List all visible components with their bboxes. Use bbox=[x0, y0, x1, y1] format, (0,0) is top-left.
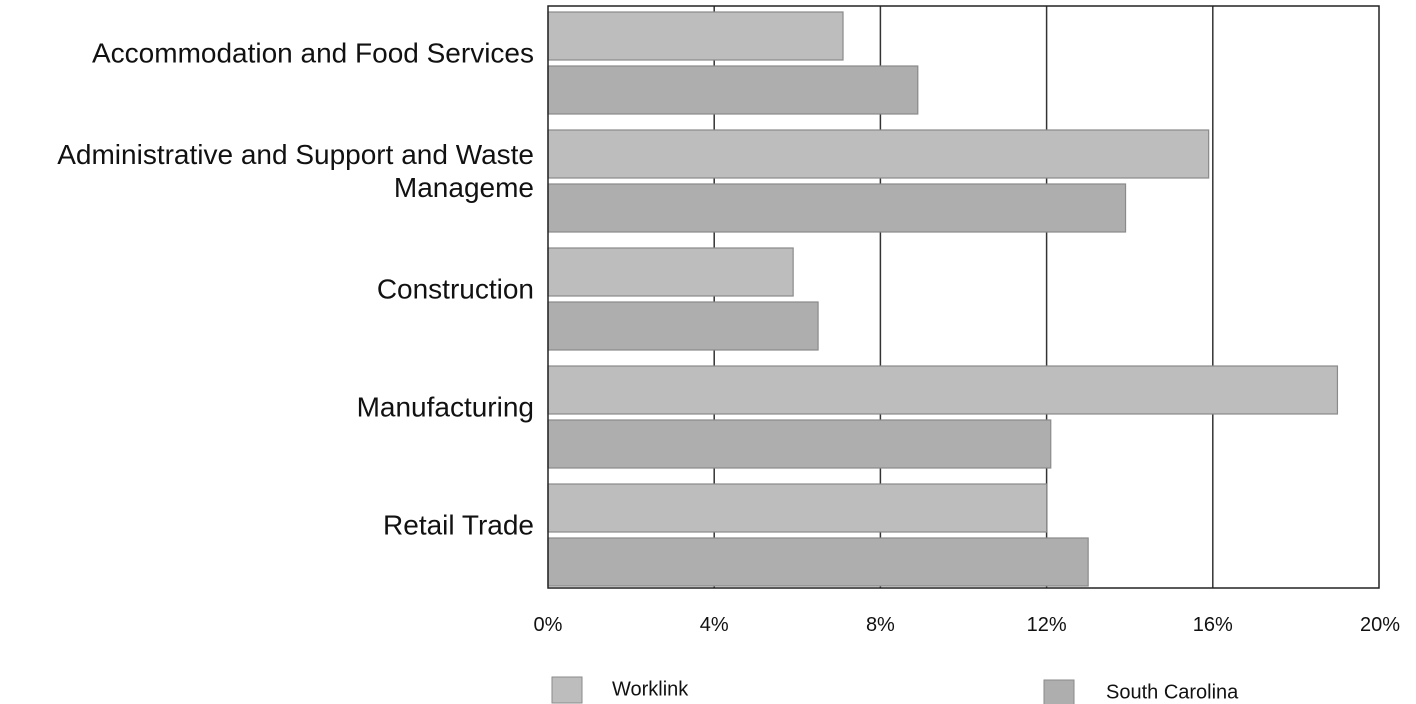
bar-worklink-4 bbox=[547, 483, 1048, 533]
bar-south-carolina-0 bbox=[547, 65, 919, 115]
x-tick-label-5: 20% bbox=[1360, 614, 1400, 636]
category-label-1-line-0: Administrative and Support and Waste bbox=[57, 139, 534, 170]
bar-worklink-0 bbox=[547, 11, 844, 61]
x-tick-label-1: 4% bbox=[700, 614, 729, 636]
plot-border bbox=[547, 5, 1380, 589]
category-label-3: Manufacturing bbox=[357, 391, 534, 422]
legend-swatch-south-carolina bbox=[1043, 679, 1075, 704]
bar-south-carolina-1 bbox=[547, 183, 1127, 233]
x-tick-label-2: 8% bbox=[866, 614, 895, 636]
category-label-1-line-1: Manageme bbox=[394, 172, 534, 203]
category-label-2: Construction bbox=[377, 273, 534, 304]
legend-label-worklink: Worklink bbox=[612, 678, 689, 700]
legend: Worklink South Carolina bbox=[551, 676, 1239, 704]
bar-south-carolina-4 bbox=[547, 537, 1089, 587]
bar-worklink-1 bbox=[547, 129, 1210, 179]
category-labels: Accommodation and Food Services Administr… bbox=[57, 37, 534, 540]
x-tick-label-0: 0% bbox=[534, 614, 563, 636]
x-tick-label-3: 12% bbox=[1027, 614, 1067, 636]
legend-label-south-carolina: South Carolina bbox=[1106, 681, 1239, 703]
bar-south-carolina-3 bbox=[547, 419, 1052, 469]
bar-south-carolina-2 bbox=[547, 301, 819, 351]
category-label-4: Retail Trade bbox=[383, 509, 534, 540]
plot-frame bbox=[547, 5, 1380, 589]
legend-swatch-worklink bbox=[551, 676, 583, 704]
x-tick-label-4: 16% bbox=[1193, 614, 1233, 636]
x-tick-labels: 0% 4% 8% 12% 16% 20% bbox=[534, 614, 1401, 636]
bars bbox=[547, 11, 1339, 587]
bar-worklink-3 bbox=[547, 365, 1339, 415]
category-label-0: Accommodation and Food Services bbox=[92, 37, 534, 68]
bar-worklink-2 bbox=[547, 247, 794, 297]
